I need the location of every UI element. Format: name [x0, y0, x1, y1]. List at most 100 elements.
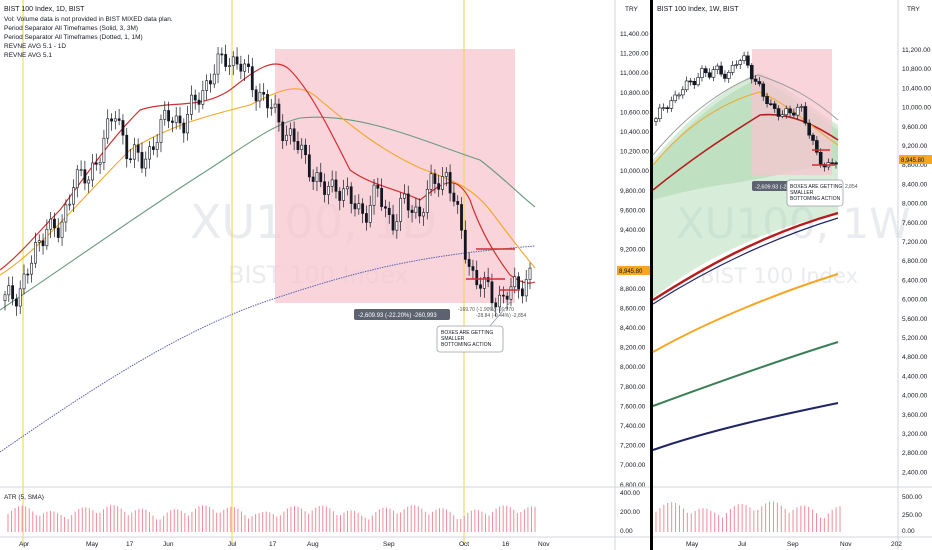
weekly-candle: [753, 78, 758, 82]
daily-candle: [212, 73, 216, 85]
last-price-tag-right: [899, 155, 932, 164]
daily-candle: [448, 172, 452, 194]
price-tick-label-right: 6,800.00: [902, 258, 928, 265]
daily-candle: [98, 162, 102, 165]
time-label: Apr: [19, 541, 30, 548]
daily-candle: [406, 193, 410, 211]
measure-tag: [354, 309, 450, 320]
weekly-candle: [658, 107, 662, 120]
daily-candle: [494, 302, 498, 308]
price-tick-label: 7,400.00: [620, 423, 646, 430]
price-tick-label-right: 10,400.00: [902, 85, 931, 92]
weekly-candle: [761, 83, 766, 97]
daily-candle: [277, 103, 281, 123]
price-tick-label: 6,800.00: [620, 482, 646, 489]
daily-candle: [433, 173, 437, 184]
time-label: Sep: [383, 541, 395, 548]
last-price-right: 8,945.80: [901, 158, 925, 164]
price-tick-label-right: 6,000.00: [902, 297, 928, 304]
daily-candle: [182, 122, 186, 134]
price-tick-label: 8,800.00: [620, 286, 646, 293]
daily-candle: [456, 201, 460, 205]
time-label: 17: [269, 541, 277, 548]
weekly-candle: [784, 108, 789, 116]
daily-candle: [30, 262, 34, 275]
daily-candle: [365, 213, 368, 223]
annotation-line-3: BOTTOMING ACTION: [441, 342, 492, 348]
daily-candle: [501, 294, 505, 297]
indicator-4: REVNE AVG 5.1 - 1D: [4, 43, 66, 50]
daily-candle: [300, 144, 304, 150]
daily-candle: [269, 107, 273, 109]
annotation-right-3: BOTTOMING ACTION: [790, 196, 841, 202]
daily-candle: [441, 176, 444, 190]
time-label-right: Nov: [840, 541, 852, 548]
weekly-candle: [803, 106, 808, 124]
weekly-candle: [746, 55, 750, 66]
daily-candle: [68, 203, 72, 206]
daily-candle: [125, 134, 129, 160]
daily-candle: [444, 172, 448, 177]
daily-candle: [338, 191, 342, 201]
daily-candle: [326, 186, 330, 195]
daily-candle: [528, 267, 532, 280]
weekly-candle: [769, 103, 773, 105]
daily-candle: [490, 281, 494, 304]
daily-candle: [323, 181, 326, 195]
daily-candle: [292, 128, 296, 142]
left-currency-label: TRY: [625, 6, 639, 13]
daily-candle: [372, 184, 376, 206]
orange-ma-line: [0, 88, 536, 276]
weekly-candle: [707, 72, 712, 78]
daily-candle: [482, 277, 486, 289]
weekly-candle: [688, 80, 693, 83]
daily-candle: [509, 286, 513, 300]
weekly-candle: [681, 89, 685, 96]
daily-candle: [231, 56, 235, 66]
daily-candle: [524, 279, 528, 297]
weekly-candle: [815, 140, 819, 153]
daily-candle: [475, 270, 479, 286]
atr-axis-0: 0.00: [620, 528, 633, 535]
price-tick-label-right: 6,400.00: [902, 277, 928, 284]
atr-bars-right: [655, 501, 841, 532]
daily-candle: [311, 176, 315, 182]
daily-candle: [106, 118, 110, 139]
price-tick-label: 11,200.00: [620, 51, 649, 58]
daily-candle: [334, 179, 338, 192]
daily-candle: [380, 187, 384, 207]
weekly-candle: [757, 81, 762, 85]
price-tick-label-right: 7,200.00: [902, 239, 928, 246]
atr-axis-400: 400.00: [620, 490, 640, 497]
price-tick-label: 9,200.00: [620, 247, 646, 254]
daily-candle: [429, 173, 433, 190]
daily-candle: [159, 119, 163, 143]
atr-right-250: 250.00: [902, 512, 922, 519]
daily-candle: [64, 204, 68, 223]
weekly-candle: [749, 64, 754, 80]
daily-candle: [102, 137, 106, 163]
daily-candle: [471, 266, 475, 271]
last-price: 8,945.80: [619, 269, 643, 275]
weekly-candle: [818, 152, 823, 165]
daily-candle: [353, 203, 357, 210]
measure-label-right: -2,609.93 (-2: [755, 185, 787, 191]
weekly-candle: [715, 65, 720, 70]
daily-candle: [201, 90, 205, 105]
time-label: Oct: [459, 541, 469, 548]
daily-candle: [349, 186, 353, 204]
panel-divider: [650, 0, 653, 550]
weekly-candle: [677, 94, 681, 97]
price-tick-label-right: 4,800.00: [902, 354, 928, 361]
small-measure-label-2: -28.84 (-0.44%) -2,854: [476, 313, 527, 319]
red-fast-right: [652, 113, 839, 191]
time-label: May: [86, 541, 99, 548]
daily-candle: [250, 66, 254, 91]
time-label: Nov: [538, 541, 550, 548]
time-label: 17: [126, 541, 134, 548]
daily-candle: [205, 80, 209, 91]
daily-candle: [113, 118, 117, 122]
range-box: [275, 49, 515, 303]
daily-candle: [186, 114, 190, 134]
price-tick-label: 7,000.00: [620, 462, 646, 469]
